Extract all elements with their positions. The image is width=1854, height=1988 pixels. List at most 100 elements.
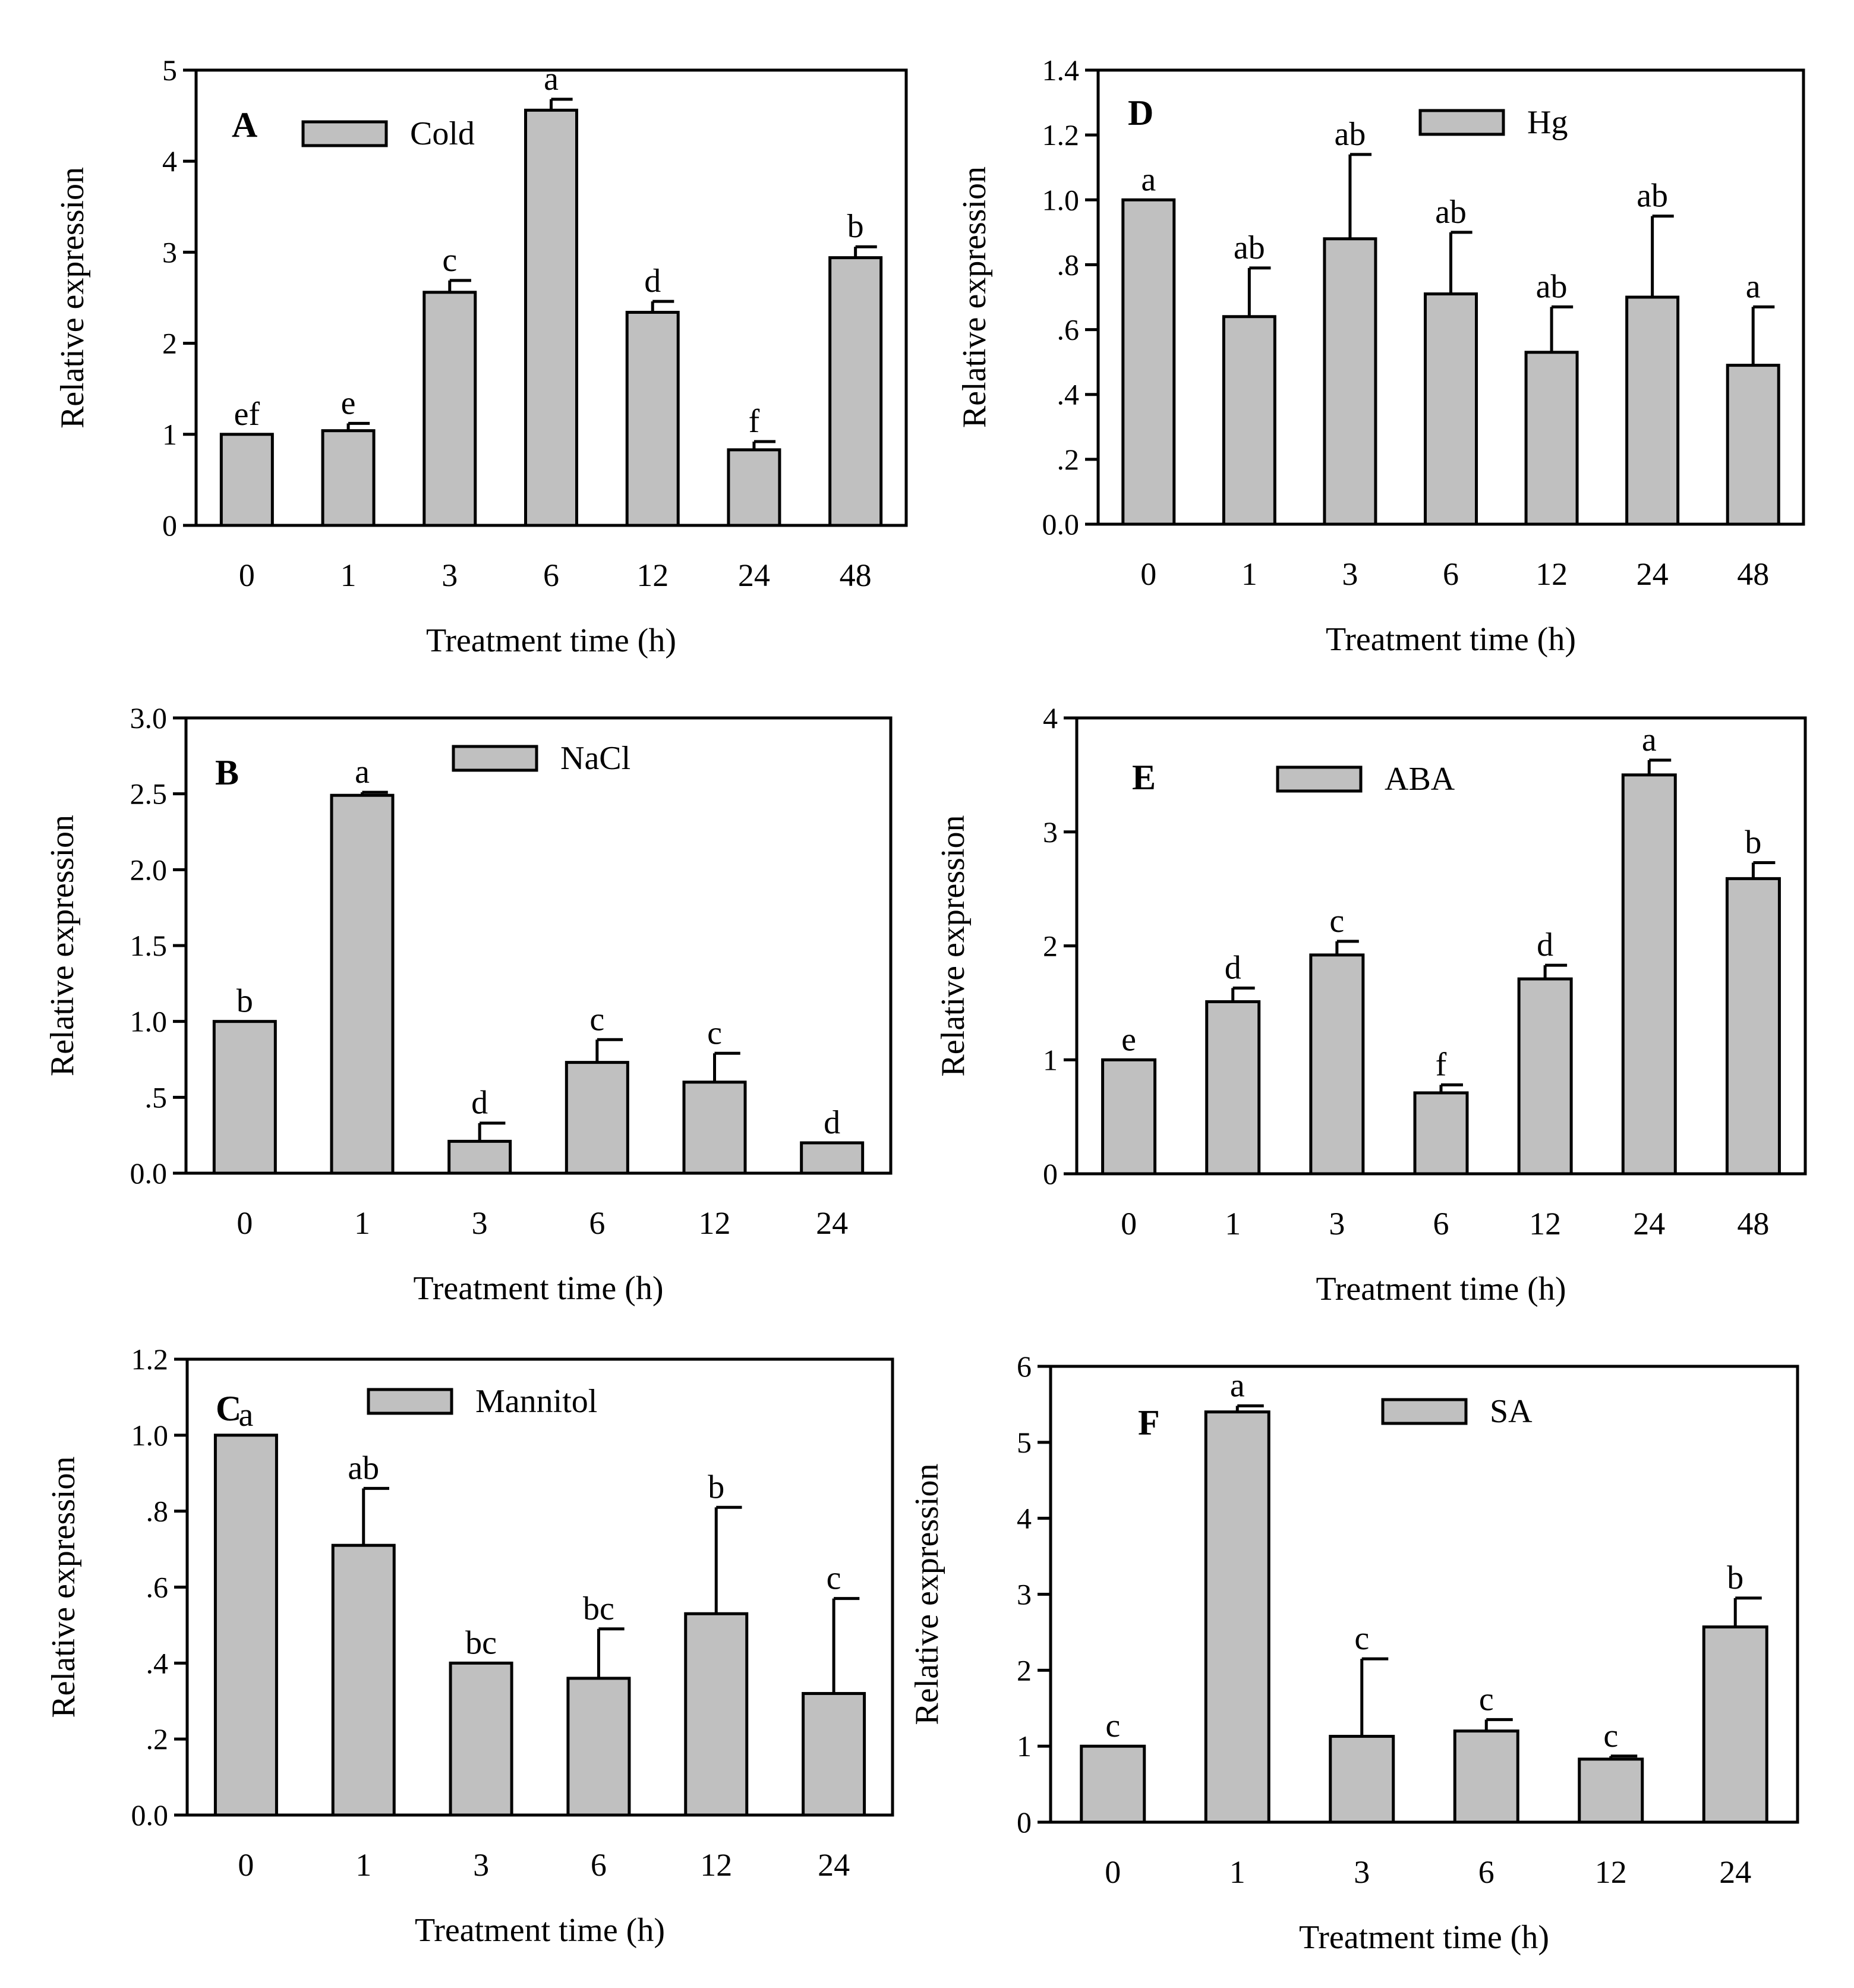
panel-d-legend-swatch bbox=[1418, 109, 1505, 136]
panel-b-bar bbox=[330, 793, 395, 1175]
panel-e-significance-label: e bbox=[1121, 1021, 1136, 1058]
panel-b-category-label: 12 bbox=[699, 1205, 731, 1241]
panel-f-category-label: 0 bbox=[1105, 1854, 1121, 1890]
panel-d-ytick-label: 1.2 bbox=[1042, 118, 1080, 152]
panel-d-ytick-label: .8 bbox=[1057, 248, 1080, 281]
panel-e-category-label: 1 bbox=[1225, 1206, 1241, 1242]
panel-c-category-label: 6 bbox=[591, 1847, 607, 1883]
panel-b-ytick-label: 1.5 bbox=[130, 929, 168, 962]
panel-c-significance-label: ab bbox=[348, 1450, 379, 1486]
panel-f-bar bbox=[1578, 1757, 1644, 1824]
panel-e-significance-label: f bbox=[1436, 1046, 1447, 1083]
panel-c-significance-label: b bbox=[708, 1469, 724, 1505]
panel-b-bar bbox=[212, 1020, 277, 1175]
panel-d-bar bbox=[1726, 364, 1780, 526]
panel-f-bar bbox=[1080, 1744, 1146, 1824]
panel-a-category-label: 12 bbox=[636, 557, 669, 593]
panel-e-significance-label: d bbox=[1225, 949, 1241, 986]
panel-b-ytick-label: 0.0 bbox=[130, 1157, 168, 1190]
panel-a-significance-label: a bbox=[544, 61, 559, 97]
panel-d-significance-label: ab bbox=[1334, 116, 1366, 153]
panel-f-category-label: 12 bbox=[1595, 1854, 1627, 1890]
panel-a-ytick-label: 4 bbox=[162, 144, 177, 178]
panel-a-bar bbox=[727, 448, 781, 527]
panel-f-ytick-label: 5 bbox=[1017, 1426, 1032, 1459]
panel-b-bar bbox=[565, 1061, 629, 1175]
panel-b-ytick-label: 2.5 bbox=[130, 777, 168, 811]
panel-c-ytick-label: 1.2 bbox=[131, 1343, 169, 1376]
panel-d-bar bbox=[1424, 292, 1478, 526]
panel-b-bar bbox=[800, 1141, 865, 1175]
panel-f-bar bbox=[1204, 1410, 1270, 1824]
panel-b-ytick-label: 3.0 bbox=[130, 701, 168, 735]
panel-c-ytick-label: .6 bbox=[146, 1571, 169, 1604]
panel-e-letter: E bbox=[1132, 758, 1156, 797]
panel-b-ytick-label: 2.0 bbox=[130, 853, 168, 886]
panel-d-ytick-label: 1.4 bbox=[1042, 53, 1080, 87]
panel-f-bar bbox=[1702, 1625, 1768, 1824]
panel-c-bar bbox=[213, 1433, 278, 1817]
panel-a-ytick-label: 5 bbox=[162, 53, 177, 87]
panel-f-ytick-label: 1 bbox=[1017, 1729, 1032, 1763]
panel-e-category-label: 3 bbox=[1329, 1206, 1345, 1242]
panel-b-category-label: 24 bbox=[816, 1205, 848, 1241]
panel-e-significance-label: d bbox=[1537, 927, 1553, 963]
panel-e-ytick-label: 0 bbox=[1043, 1157, 1058, 1190]
panel-f-legend-swatch bbox=[1381, 1398, 1468, 1425]
panel-e-ytick-label: 2 bbox=[1043, 930, 1058, 963]
panel-a-significance-label: f bbox=[749, 403, 760, 440]
panel-a-ylabel: Relative expression bbox=[54, 167, 91, 429]
panel-a-legend-swatch bbox=[301, 120, 388, 147]
panel-b-category-label: 6 bbox=[589, 1205, 605, 1241]
panel-e-legend-swatch bbox=[1276, 765, 1363, 793]
panel-d-category-label: 24 bbox=[1637, 556, 1669, 592]
panel-b-legend-label: NaCl bbox=[560, 740, 630, 777]
panel-c-bar bbox=[802, 1691, 866, 1817]
panel-f-bar bbox=[1453, 1729, 1519, 1824]
panel-f-category-label: 3 bbox=[1354, 1854, 1370, 1890]
panel-d-significance-label: ab bbox=[1234, 229, 1265, 266]
panel-c-bar bbox=[684, 1612, 749, 1817]
panel-d-ytick-label: 1.0 bbox=[1042, 183, 1080, 216]
panel-d-ytick-label: .4 bbox=[1057, 378, 1080, 411]
panel-d-significance-label: ab bbox=[1536, 268, 1568, 305]
panel-e-ytick-label: 4 bbox=[1043, 701, 1058, 735]
panel-f-category-label: 6 bbox=[1478, 1854, 1494, 1890]
panel-d-ytick-label: 0.0 bbox=[1042, 508, 1080, 541]
panel-e-category-label: 0 bbox=[1121, 1206, 1137, 1242]
panel-e-significance-label: a bbox=[1642, 722, 1657, 758]
panel-f-legend-label: SA bbox=[1490, 1393, 1533, 1430]
panel-c-bar bbox=[331, 1543, 396, 1817]
panel-b-ylabel: Relative expression bbox=[44, 815, 81, 1076]
panel-e-bar bbox=[1621, 773, 1677, 1176]
panel-b-bar bbox=[447, 1139, 512, 1175]
panel-e-ylabel: Relative expression bbox=[935, 815, 972, 1076]
panel-a-legend-label: Cold bbox=[410, 115, 475, 152]
panel-f-ytick-label: 4 bbox=[1017, 1502, 1032, 1535]
panel-a-significance-label: d bbox=[644, 263, 661, 300]
panel-e-category-label: 6 bbox=[1433, 1206, 1449, 1242]
panel-c-category-label: 3 bbox=[473, 1847, 489, 1883]
panel-e-bar bbox=[1205, 1000, 1261, 1176]
panel-f-significance-label: a bbox=[1230, 1367, 1245, 1404]
panel-d-significance-label: a bbox=[1141, 161, 1156, 198]
panel-e-bar bbox=[1309, 953, 1365, 1176]
panel-d-ytick-label: .2 bbox=[1057, 443, 1080, 476]
panel-b-category-label: 0 bbox=[237, 1205, 253, 1241]
panel-a-xlabel: Treatment time (h) bbox=[426, 622, 676, 659]
panel-a-category-label: 6 bbox=[543, 557, 559, 593]
panel-d-ylabel: Relative expression bbox=[956, 166, 993, 428]
panel-c-bar bbox=[566, 1677, 631, 1817]
panel-d-category-label: 6 bbox=[1443, 556, 1459, 592]
panel-d-significance-label: ab bbox=[1637, 178, 1668, 215]
panel-c-significance-label: bc bbox=[465, 1624, 497, 1661]
panel-c-ytick-label: .8 bbox=[146, 1495, 169, 1528]
panel-d-bar bbox=[1121, 198, 1176, 526]
panel-b-category-label: 3 bbox=[472, 1205, 488, 1241]
panel-a-significance-label: ef bbox=[234, 396, 260, 433]
panel-d-category-label: 12 bbox=[1535, 556, 1568, 592]
panel-f-ytick-label: 3 bbox=[1017, 1578, 1032, 1611]
panel-d-significance-label: ab bbox=[1435, 194, 1467, 231]
panel-e-xlabel: Treatment time (h) bbox=[1316, 1271, 1566, 1308]
